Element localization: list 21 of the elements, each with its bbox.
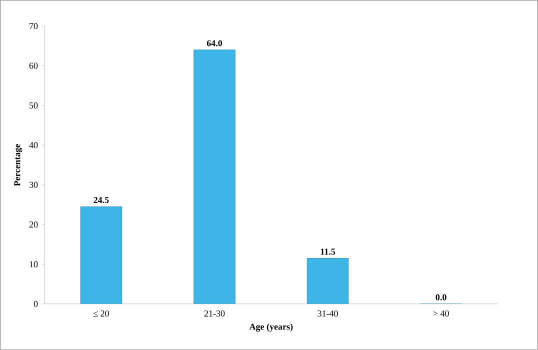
- y-tick-label: 30: [29, 182, 38, 188]
- bar: [80, 206, 122, 304]
- x-tick-label: 31-40: [318, 310, 338, 317]
- data-label: 24.5: [94, 197, 109, 204]
- y-tick-label: 60: [29, 62, 38, 69]
- y-tick-label: 50: [30, 102, 38, 109]
- bar: [194, 50, 236, 304]
- data-label: 11.5: [320, 248, 336, 255]
- y-tick-label: 70: [30, 23, 38, 30]
- y-axis-title: Percentage: [14, 144, 22, 186]
- x-tick-label: ≤ 20: [93, 310, 109, 317]
- data-label: 0.0: [436, 294, 446, 300]
- x-tick-label: 21-30: [204, 310, 225, 317]
- y-tick-label: 0: [34, 300, 38, 308]
- x-axis-title: Age (years): [249, 323, 293, 332]
- y-tick-label: 40: [29, 142, 38, 148]
- y-tick-label: 20: [29, 222, 38, 228]
- bar: [306, 258, 349, 304]
- y-tick-label: 10: [30, 261, 38, 268]
- x-tick-label: > 40: [433, 310, 449, 317]
- data-label: 64.0: [206, 40, 222, 46]
